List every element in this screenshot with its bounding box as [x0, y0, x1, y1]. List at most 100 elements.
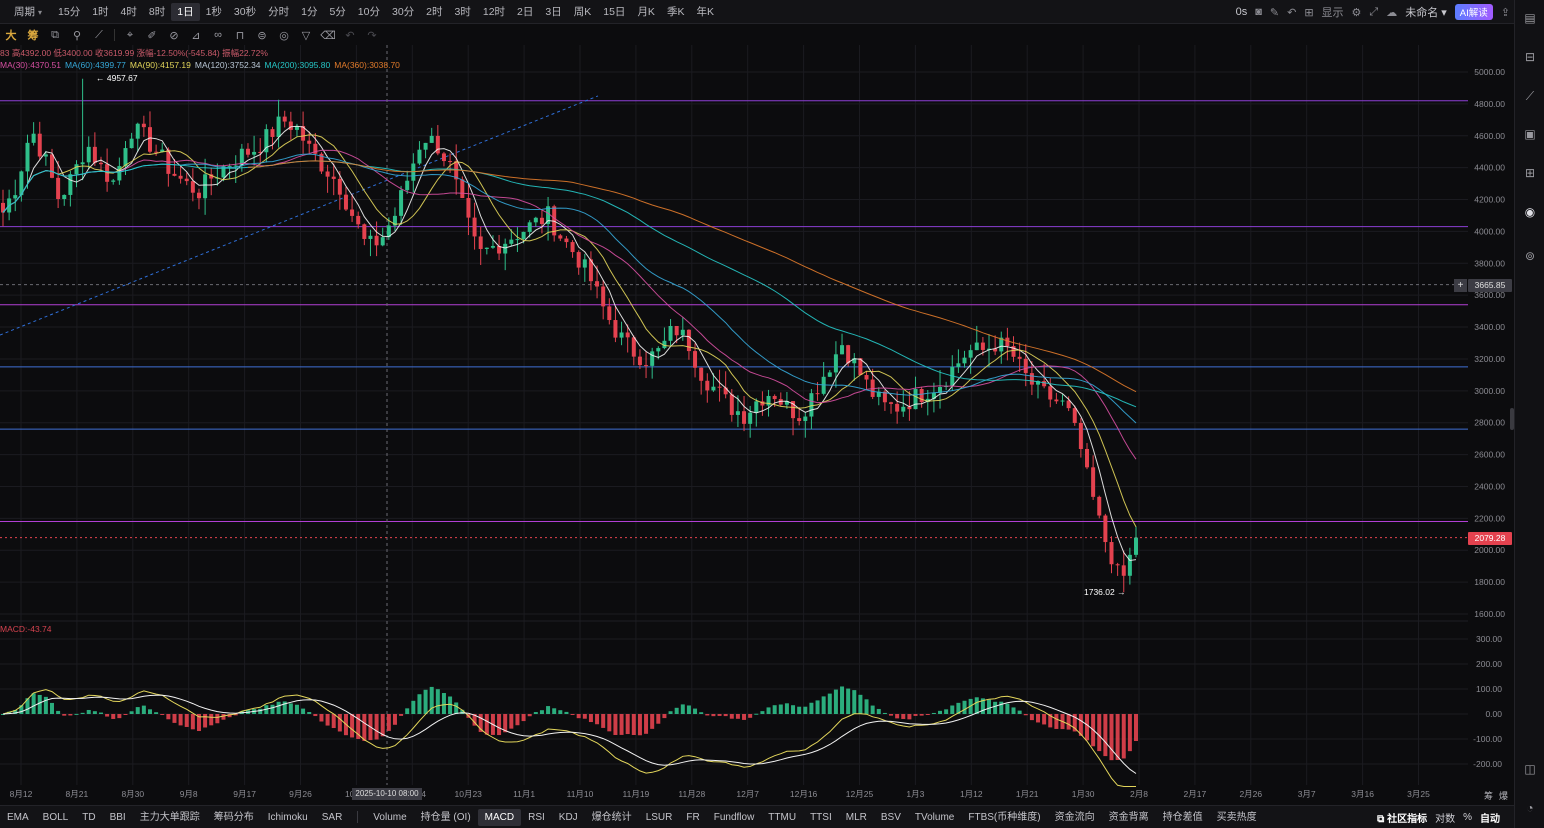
indicator-ichimoku[interactable]: Ichimoku	[267, 811, 308, 823]
timeframe-15d[interactable]: 15日	[603, 5, 626, 18]
indicator-td[interactable]: TD	[82, 811, 96, 823]
panel-collapse-handle[interactable]	[1510, 408, 1514, 430]
indicator-ttsi[interactable]: TTSI	[810, 811, 832, 823]
magnet-icon[interactable]: ◎	[279, 29, 289, 42]
timeframe-1mo[interactable]: 月K	[637, 5, 655, 18]
indicator-ttmu[interactable]: TTMU	[768, 811, 797, 823]
indicator-fund-flow[interactable]: 资金流向	[1054, 811, 1095, 823]
timeframe-2h[interactable]: 2时	[426, 5, 443, 18]
indicator-fr[interactable]: FR	[686, 811, 700, 823]
indicator-bsv[interactable]: BSV	[880, 811, 901, 823]
panel-toggle-icon[interactable]: ◫	[1524, 762, 1536, 776]
timeframe-10m[interactable]: 10分	[357, 5, 380, 18]
auto-scale-button[interactable]: 自动	[1480, 814, 1500, 825]
undo-icon[interactable]: ↶	[1287, 6, 1297, 19]
layout-name-dropdown[interactable]: 未命名 ▾	[1405, 7, 1447, 19]
timeframe-30m[interactable]: 30分	[391, 5, 415, 18]
chart-type-icon[interactable]: ⧉	[51, 28, 59, 41]
indicator-fundflow[interactable]: Fundflow	[713, 811, 755, 823]
indicator-oi[interactable]: 持仓量 (OI)	[420, 811, 471, 823]
timeframe-1y[interactable]: 年K	[696, 5, 714, 18]
lock-icon[interactable]: ⊓	[235, 29, 245, 42]
timeframe-8h[interactable]: 8时	[148, 5, 166, 18]
indicator-ema[interactable]: EMA	[7, 811, 29, 823]
indicator-boll[interactable]: BOLL	[42, 811, 69, 823]
hide-drawings-icon[interactable]: ⊜	[257, 29, 267, 42]
layout-icon[interactable]: ⊞	[1304, 6, 1314, 19]
analysis-icon[interactable]: ⟋	[1525, 89, 1535, 103]
indicator-macd[interactable]: MACD	[477, 808, 522, 826]
ruler-tool-icon[interactable]: ⊿	[191, 29, 201, 42]
cloud-icon[interactable]: ☁	[1386, 6, 1398, 19]
candle-body	[576, 252, 581, 268]
crosshair-tool-icon[interactable]: ⌖	[126, 28, 134, 41]
indicator-bbi[interactable]: BBI	[109, 811, 126, 823]
timeframe-1d[interactable]: 1日	[171, 2, 200, 21]
indicator-main-order[interactable]: 主力大单跟踪	[139, 811, 200, 823]
timeframe-1m[interactable]: 1分	[301, 5, 318, 18]
timeframe-2d[interactable]: 2日	[517, 5, 534, 18]
indicator-volume[interactable]: Volume	[373, 811, 407, 823]
data-panel-icon[interactable]: ▣	[1524, 127, 1536, 141]
indicator-fund-divergence[interactable]: 资金背离	[1108, 811, 1149, 823]
axis-liquidation-button[interactable]: 爆	[1499, 791, 1509, 801]
ai-analysis-button[interactable]: AI解读	[1454, 4, 1493, 20]
period-dropdown[interactable]: 周期 ▾	[14, 5, 43, 18]
timeframe-1h[interactable]: 1时	[92, 5, 109, 18]
timeframe-5m[interactable]: 5分	[329, 5, 346, 18]
undo-drawing-icon[interactable]: ↶	[345, 29, 355, 42]
indicator-liquidations[interactable]: 爆仓统计	[591, 811, 632, 823]
trash-icon[interactable]: ⌫	[320, 29, 336, 42]
timeframe-12h[interactable]: 12时	[482, 5, 506, 18]
line-tool-icon[interactable]: ⟋	[95, 28, 103, 41]
indicator-rsi[interactable]: RSI	[528, 811, 545, 823]
indicator-buy-sell-heat[interactable]: 买卖热度	[1216, 811, 1257, 823]
notification-icon[interactable]: ◔	[1526, 801, 1534, 815]
indicator-sar[interactable]: SAR	[321, 811, 343, 823]
candle-body	[1048, 386, 1053, 400]
timeframe-3h[interactable]: 3时	[454, 5, 471, 18]
brush-tool-icon[interactable]: ✐	[147, 29, 157, 42]
calendar-icon[interactable]: ⊞	[1524, 166, 1536, 180]
pattern-tool-icon[interactable]: ∞	[214, 29, 222, 41]
pencil-icon[interactable]: ✎	[1269, 6, 1280, 19]
timeframe-1w[interactable]: 周K	[573, 5, 592, 18]
measure-tool-icon[interactable]: ⊘	[169, 29, 179, 42]
share-icon[interactable]: ⇪	[1500, 6, 1510, 19]
bot-icon[interactable]: ◉	[1524, 205, 1536, 219]
orders-icon[interactable]: ▤	[1524, 11, 1536, 25]
big-mode-toggle[interactable]: 大	[5, 30, 17, 42]
macd-histogram-bar	[533, 712, 538, 714]
timeframe-1s[interactable]: 1秒	[205, 5, 222, 18]
wallet-icon[interactable]: ⊟	[1524, 50, 1536, 64]
settings-icon[interactable]: ⚙	[1351, 6, 1362, 19]
price-chart[interactable]: 5000.00 4800.00 4600.00 4400.00 4200.00 4000.…	[0, 45, 1514, 805]
indicator-kdj[interactable]: KDJ	[558, 811, 578, 823]
indicator-oi-delta[interactable]: 持仓差值	[1162, 811, 1203, 823]
timeframe-3d[interactable]: 3日	[545, 5, 562, 18]
indicator-tvolume[interactable]: TVolume	[914, 811, 955, 823]
community-indicators-button[interactable]: ⧉ 社区指标	[1377, 814, 1428, 825]
link-icon[interactable]: ⊚	[1524, 249, 1536, 263]
timeframe-15m[interactable]: 15分	[58, 5, 81, 18]
redo-drawing-icon[interactable]: ↷	[367, 29, 377, 42]
log-scale-button[interactable]: 对数	[1435, 814, 1456, 825]
fullscreen-icon[interactable]: ⤢	[1369, 5, 1379, 18]
timeframe-1q[interactable]: 季K	[666, 5, 685, 18]
percent-scale-button[interactable]: %	[1463, 812, 1472, 823]
indicator-lsur[interactable]: LSUR	[645, 811, 673, 823]
candle-body	[405, 180, 410, 191]
camera-icon[interactable]: ◙	[1255, 6, 1262, 18]
crosshair-add-icon[interactable]: +	[1454, 279, 1467, 292]
display-button[interactable]: 显示	[1321, 7, 1344, 19]
indicator-chip-dist[interactable]: 筹码分布	[213, 811, 254, 823]
indicator-ftbs[interactable]: FTBS(币种维度)	[968, 811, 1041, 823]
chip-mode-toggle[interactable]: 筹	[27, 30, 39, 42]
axis-chip-button[interactable]: 筹	[1484, 791, 1494, 801]
compare-icon[interactable]: ⚲	[72, 29, 82, 42]
timeframe-30s[interactable]: 30秒	[233, 5, 257, 18]
indicator-mlr[interactable]: MLR	[845, 811, 867, 823]
timeframe-4h[interactable]: 4时	[120, 5, 137, 18]
filter-icon[interactable]: ▽	[301, 29, 311, 42]
timeframe-timeshare[interactable]: 分时	[268, 5, 290, 18]
